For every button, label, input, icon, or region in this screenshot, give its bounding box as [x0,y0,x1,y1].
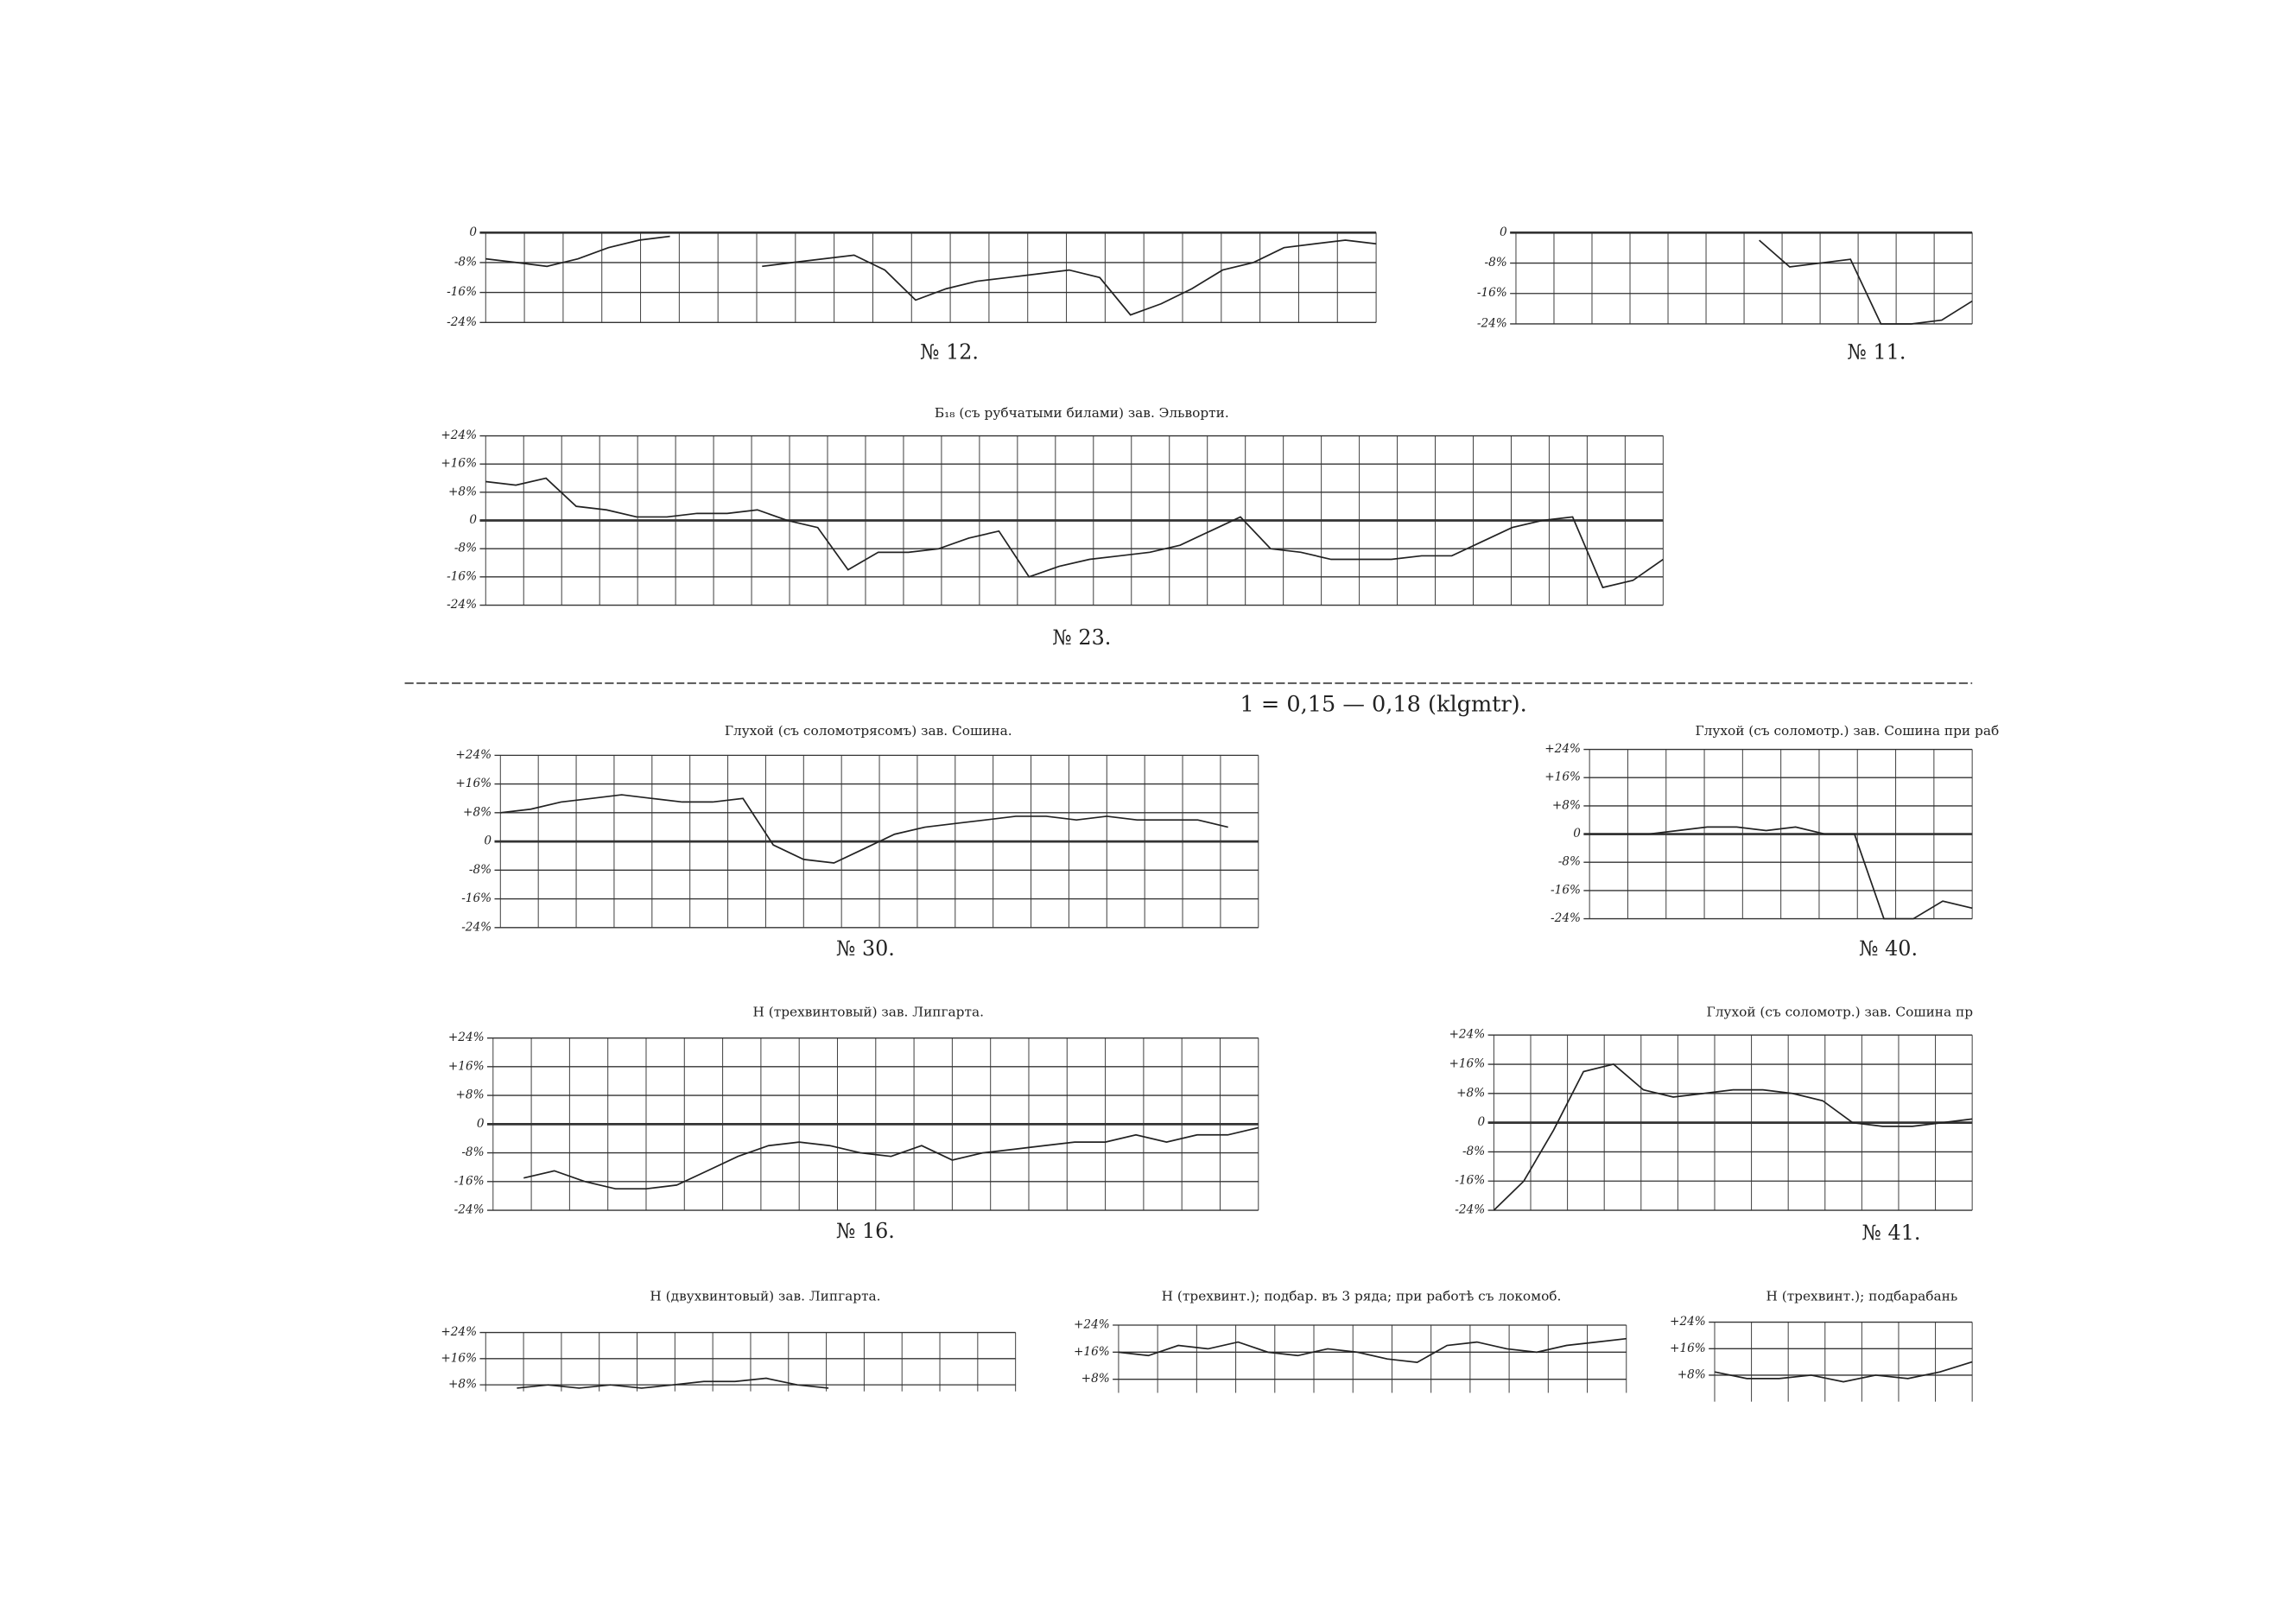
y-tick-label: -24% [454,1203,485,1217]
y-tick-label: -16% [461,891,492,905]
y-tick-label: -8% [454,542,477,555]
chart-caption: № 23. [1052,625,1111,650]
y-tick-label: -16% [1455,1174,1485,1188]
y-tick-label: -16% [447,285,477,299]
y-tick-label: +16% [1074,1345,1110,1359]
y-tick-label: +24% [1544,742,1581,756]
y-tick-label: +24% [441,428,477,442]
chart-title: Б₁₈ (съ рубчатыми билами) зав. Эльворти. [935,405,1229,421]
y-tick-label: -16% [1551,883,1581,897]
y-tick-label: 0 [469,513,477,527]
y-tick-label: 0 [469,225,477,239]
y-tick-label: -24% [1455,1203,1485,1217]
y-tick-label: +8% [448,1378,477,1392]
chart-title: Н (трехвинт.); подбарабань [1766,1289,1957,1304]
y-tick-label: +8% [448,485,477,498]
chart-caption: № 41. [1862,1221,1920,1245]
y-tick-label: -8% [1462,1145,1485,1158]
y-tick-label: +16% [1449,1057,1485,1071]
y-tick-label: +24% [448,1031,485,1044]
y-tick-label: -24% [461,920,492,934]
trace-line [1589,826,1973,920]
trace-line [500,794,1228,864]
y-tick-label: -16% [1477,286,1507,300]
y-tick-label: +8% [463,805,492,819]
y-tick-label: +16% [441,1351,477,1365]
chart-caption: № 16. [836,1219,895,1243]
trace-line [1714,1361,1973,1383]
y-tick-label: -8% [461,1145,484,1159]
y-tick-label: +16% [1544,771,1581,784]
y-tick-label: -8% [454,255,477,269]
trace-line [517,1377,829,1389]
y-tick-label: +8% [1456,1086,1485,1100]
chart-title: Глухой (съ соломотр.) зав. Сошина при ра… [1695,723,1999,739]
y-tick-label: +8% [1081,1372,1110,1386]
section-note: 1 = 0,15 — 0,18 (klgmtr). [1240,691,1526,717]
chart-caption: № 40. [1859,936,1918,961]
trace-line [485,235,1377,316]
y-tick-label: -8% [1558,855,1581,869]
chart-title: Глухой (съ соломотрясомъ) зав. Сошина. [725,723,1012,739]
chart-caption: № 12. [920,340,979,365]
y-tick-label: +8% [456,1088,485,1102]
y-tick-label: +16% [455,777,492,790]
chart-title: Н (трехвинт.); подбар. въ 3 ряда; при ра… [1162,1289,1562,1304]
trace-line [1759,239,1973,325]
y-tick-label: +24% [455,748,492,762]
trace-line [1118,1337,1627,1363]
y-tick-label: +8% [1678,1367,1706,1381]
chart-title: Н (трехвинтовый) зав. Липгарта. [753,1005,984,1020]
y-tick-label: -8% [469,863,492,877]
chart-title: Н (двухвинтовый) зав. Липгарта. [650,1289,880,1304]
y-tick-label: 0 [477,1117,485,1131]
y-tick-label: -16% [447,569,477,583]
y-tick-label: -8% [1485,256,1507,270]
chart-caption: № 11. [1847,340,1906,365]
y-tick-label: -24% [447,315,477,329]
y-tick-label: 0 [1500,225,1507,239]
y-tick-label: 0 [1478,1115,1486,1129]
y-tick-label: +24% [1074,1317,1110,1331]
y-tick-label: -16% [454,1174,485,1188]
chart-caption: № 30. [836,936,895,961]
y-tick-label: +8% [1552,798,1581,812]
y-tick-label: +24% [441,1325,477,1339]
trace-line [1493,1063,1973,1211]
trace-line [485,477,1664,589]
y-tick-label: +16% [448,1059,485,1073]
y-tick-label: +24% [1449,1028,1485,1042]
y-tick-label: 0 [1573,827,1581,841]
y-tick-label: +16% [1670,1342,1706,1355]
chart-title: Глухой (съ соломотр.) зав. Сошина пр [1707,1005,1974,1020]
y-tick-label: 0 [484,834,492,848]
trace-line [523,1126,1259,1190]
y-tick-label: -24% [1477,316,1507,330]
y-tick-label: -24% [1551,911,1581,925]
y-tick-label: +24% [1670,1315,1706,1329]
y-tick-label: +16% [441,457,477,471]
y-tick-label: -24% [447,598,477,612]
